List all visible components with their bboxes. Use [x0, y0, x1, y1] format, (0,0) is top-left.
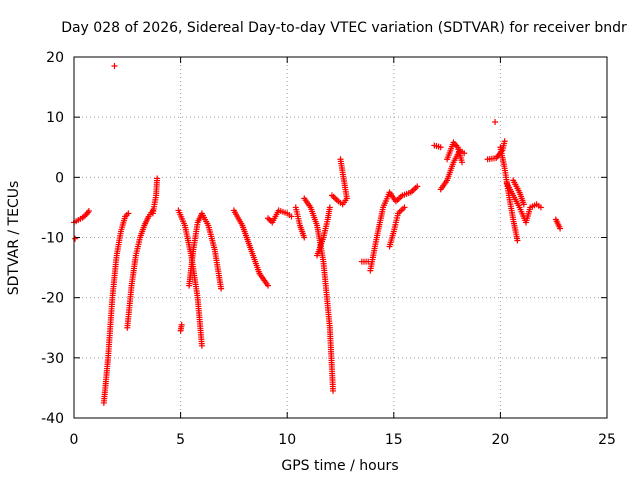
x-tick-label: 15 [385, 432, 403, 448]
y-axis-label: SDTVAR / TECUs [6, 181, 22, 296]
y-tick-label: 0 [55, 170, 64, 186]
data-point [218, 285, 225, 292]
data-point [492, 118, 499, 125]
y-tick-label: 20 [46, 50, 64, 66]
grid-lines [74, 57, 607, 418]
data-point [72, 235, 79, 242]
data-point [557, 225, 564, 232]
data-point [85, 208, 92, 215]
data-point [288, 213, 295, 220]
x-tick-label: 0 [70, 432, 79, 448]
y-tick-label: -30 [41, 351, 64, 367]
chart-title: Day 028 of 2026, Sidereal Day-to-day VTE… [61, 20, 627, 36]
data-point [326, 204, 333, 211]
data-point [520, 201, 527, 208]
y-tick-label: 10 [46, 110, 64, 126]
data-point [265, 215, 272, 222]
data-point [149, 210, 156, 217]
x-tick-label: 25 [598, 432, 616, 448]
data-point [414, 183, 421, 190]
data-point [301, 234, 308, 241]
data-point [198, 342, 205, 349]
x-tick-label: 20 [491, 432, 509, 448]
data-point [537, 204, 544, 211]
data-point [330, 387, 337, 394]
y-tick-label: -40 [41, 411, 64, 427]
data-point [337, 156, 344, 163]
data-point [178, 321, 185, 328]
x-tick-label: 10 [278, 432, 296, 448]
data-point [459, 159, 466, 166]
data-point [401, 204, 408, 211]
y-tick-label: -10 [41, 231, 64, 247]
y-tick-label: -20 [41, 291, 64, 307]
data-point [437, 144, 444, 151]
data-points [71, 63, 564, 406]
data-point [265, 282, 272, 289]
data-point [514, 237, 521, 244]
data-point [501, 138, 508, 145]
data-point [125, 210, 132, 217]
x-tick-label: 5 [176, 432, 185, 448]
data-point [111, 63, 118, 70]
data-point [266, 216, 273, 223]
plot-frame [73, 56, 608, 419]
x-axis-label: GPS time / hours [281, 458, 398, 474]
axis-ticks: 0 5 10 15 20 25 -40 -30 -20 -10 0 10 20 [41, 50, 616, 448]
